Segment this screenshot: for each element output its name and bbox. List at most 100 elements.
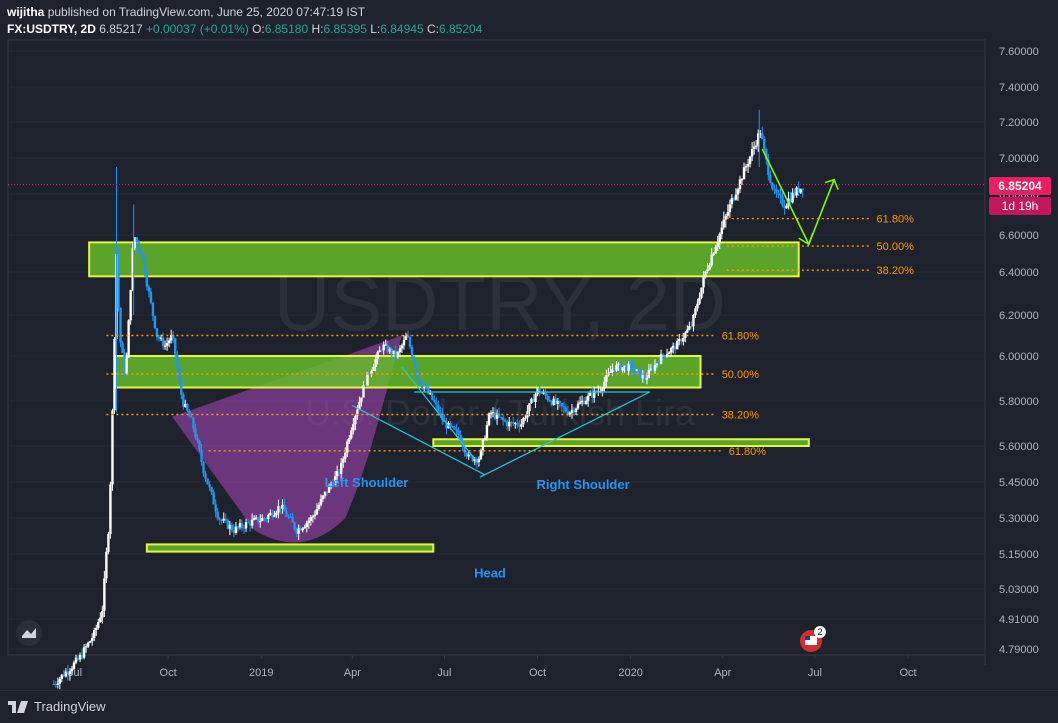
- candle-body: [783, 205, 786, 209]
- candle-body: [580, 400, 584, 403]
- candle-body: [420, 384, 424, 388]
- cup-bottom-zone[interactable]: [145, 543, 435, 553]
- candle-body: [76, 657, 80, 660]
- candle-body: [317, 505, 321, 510]
- candle-body: [95, 627, 98, 631]
- candle-body: [204, 473, 207, 479]
- candle-body: [560, 403, 564, 407]
- x-tick-label: Jul: [808, 667, 822, 679]
- candle-body: [643, 374, 647, 380]
- symbol-name[interactable]: FX:USDTRY, 2D: [7, 22, 96, 36]
- candle-body: [198, 440, 201, 450]
- candle-body: [785, 205, 788, 209]
- y-tick-label: 4.91000: [999, 614, 1039, 626]
- neckline-zone[interactable]: [432, 438, 810, 447]
- candle-body: [107, 533, 110, 552]
- candle-body: [631, 364, 634, 371]
- candle-body: [117, 254, 120, 309]
- candle-body: [542, 392, 545, 394]
- candle-body: [611, 369, 614, 372]
- candle-body: [378, 350, 381, 353]
- candle-body: [176, 354, 179, 367]
- candle-body: [226, 519, 230, 529]
- candle-body: [335, 470, 339, 477]
- candle-body: [431, 393, 434, 400]
- footer-bar: TradingView: [0, 690, 1058, 723]
- candle-body: [700, 287, 703, 298]
- candle-body: [621, 367, 624, 371]
- candle-body: [56, 683, 59, 685]
- candle-body: [390, 348, 394, 355]
- candle-body: [651, 368, 655, 371]
- candle-body: [481, 440, 485, 451]
- events-flag-icon[interactable]: 2: [800, 626, 826, 652]
- candle-body: [149, 291, 153, 303]
- candle-body: [388, 348, 391, 352]
- candle-body: [256, 517, 260, 523]
- candle-body: [781, 195, 784, 206]
- candle-body: [410, 346, 414, 357]
- candle-body: [72, 662, 76, 669]
- y-tick-label: 5.80000: [999, 396, 1039, 408]
- candle-body: [609, 371, 612, 373]
- x-tick-label: Apr: [714, 667, 731, 679]
- candle-body: [232, 530, 236, 533]
- candle-body: [386, 344, 389, 352]
- candle-body: [174, 338, 177, 355]
- candle-body: [671, 345, 675, 349]
- candle-body: [344, 452, 347, 459]
- candle-body: [534, 394, 537, 403]
- candle-body: [757, 133, 760, 146]
- candle-body: [376, 352, 379, 360]
- candle-body: [346, 441, 349, 453]
- candle-body: [771, 182, 774, 189]
- candle-body: [479, 450, 483, 460]
- candle-body: [425, 387, 428, 389]
- candle-body: [414, 364, 418, 373]
- pattern-label: Head: [474, 565, 506, 580]
- tradingview-brand[interactable]: TradingView: [8, 699, 106, 714]
- candle-body: [406, 336, 410, 338]
- candle-body: [769, 175, 772, 183]
- symbol-legend: FX:USDTRY, 2D 6.85217 +0.00037 (+0.01%) …: [7, 22, 482, 36]
- candle-body: [740, 179, 744, 181]
- tradingview-logo-icon[interactable]: [16, 620, 42, 646]
- candle-body: [655, 363, 659, 365]
- candle-body: [200, 449, 203, 462]
- close-value: 6.85204: [438, 22, 483, 36]
- candle-body: [574, 408, 578, 413]
- candle-body: [210, 487, 213, 493]
- candle-body: [396, 352, 400, 357]
- candle-body: [750, 148, 754, 157]
- candle-body: [510, 421, 513, 423]
- candle-body: [530, 398, 533, 404]
- candle-body: [147, 286, 151, 292]
- candle-body: [789, 198, 792, 203]
- candle-body: [206, 478, 209, 485]
- candle-body: [307, 520, 311, 523]
- y-tick-label: 7.20000: [999, 117, 1039, 129]
- candle-body: [261, 517, 264, 521]
- pattern-trendline: [479, 391, 651, 478]
- candle-body: [639, 370, 642, 379]
- candle-body: [714, 247, 717, 254]
- candle-body: [380, 350, 383, 352]
- candle-body: [78, 654, 82, 660]
- candle-body: [82, 647, 86, 658]
- candle-body: [180, 378, 183, 395]
- author-name[interactable]: wijitha: [7, 5, 45, 19]
- candle-body: [588, 393, 592, 396]
- candle-body: [360, 397, 363, 402]
- candle-body: [593, 390, 596, 398]
- upper-resistance-zone[interactable]: [88, 241, 800, 278]
- candle-body: [171, 334, 175, 339]
- y-tick-label: 5.60000: [999, 441, 1039, 453]
- candle-body: [151, 302, 155, 317]
- candle-body: [613, 369, 616, 371]
- candle-body: [584, 400, 588, 405]
- plot-area[interactable]: [7, 39, 986, 656]
- candle-body: [649, 368, 653, 370]
- candle-body: [562, 406, 566, 408]
- candle-body: [354, 415, 357, 425]
